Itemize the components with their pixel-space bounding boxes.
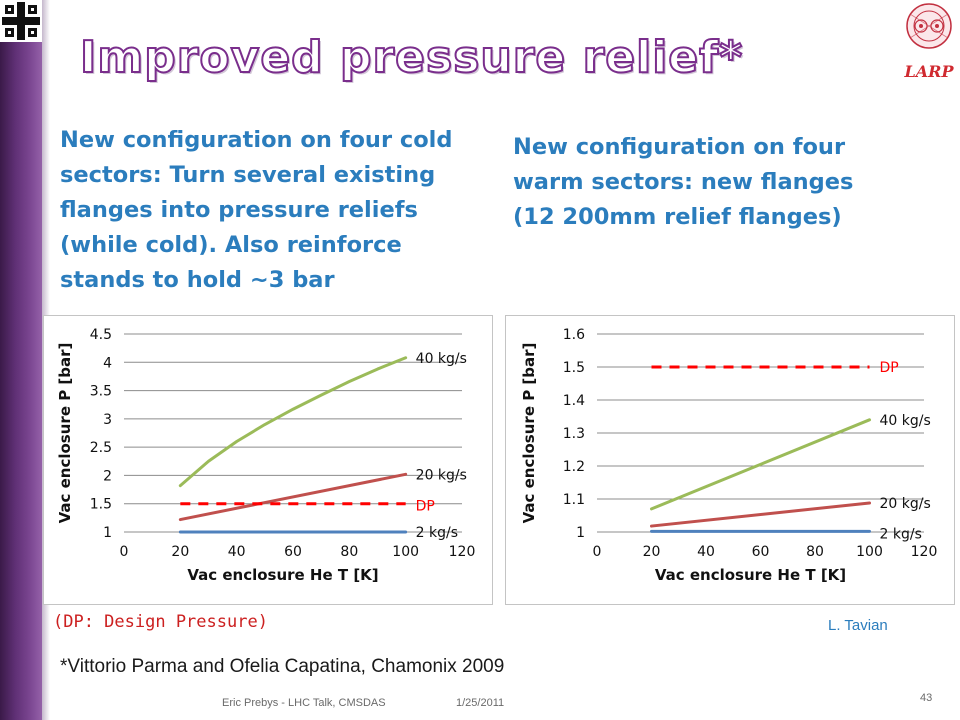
x-tick-label: 60	[752, 544, 770, 560]
x-tick-label: 20	[171, 544, 189, 560]
series-label: 20 kg/s	[416, 467, 467, 483]
x-tick-label: 100	[856, 544, 883, 560]
x-tick-label: 20	[643, 544, 661, 560]
design-pressure-note: (DP: Design Pressure)	[53, 612, 268, 632]
y-tick-label: 1	[103, 525, 112, 541]
series-label: 20 kg/s	[880, 496, 931, 512]
series-line-40-kg-s	[178, 356, 408, 488]
series-label: DP	[880, 360, 899, 376]
x-tick-label: 40	[697, 544, 715, 560]
y-tick-label: 1.4	[563, 393, 585, 409]
chart-cold-sectors: 1 1.5 2 2.5 3 3.5 4 4.5 0 20 40 60 80 100 120 Vac enclo…	[43, 315, 493, 605]
y-tick-label: 1.5	[563, 360, 585, 376]
y-tick-label: 1.2	[563, 459, 585, 475]
author-credit: L. Tavian	[828, 617, 888, 634]
citation: *Vittorio Parma and Ofelia Capatina, Cha…	[60, 656, 505, 677]
x-tick-label: 40	[228, 544, 246, 560]
y-axis-title: Vac enclosure P [bar]	[56, 343, 74, 524]
x-tick-label: 0	[593, 544, 602, 560]
larp-logo-label: LARP	[904, 62, 955, 81]
series-label: 40 kg/s	[416, 351, 467, 367]
x-axis-title: Vac enclosure He T [K]	[187, 566, 378, 584]
y-tick-label: 3.5	[90, 384, 112, 400]
series-line-40-kg-s	[650, 418, 871, 511]
chart-cold-sectors-svg: 1 1.5 2 2.5 3 3.5 4 4.5 0 20 40 60 80 100 120 Vac enclo…	[56, 327, 476, 584]
series-label: 2 kg/s	[880, 526, 922, 542]
y-tick-label: 2.5	[90, 440, 112, 456]
y-tick-label: 1.3	[563, 426, 585, 442]
warm-sectors-text: New configuration on four warm sectors: …	[513, 134, 854, 230]
footer-presenter: Eric Prebys - LHC Talk, CMSDAS	[222, 697, 386, 709]
page-number: 43	[920, 692, 933, 704]
chart-warm-sectors: 1 1.1 1.2 1.3 1.4 1.5 1.6 0 20 40 60 80 100 120 Vac en…	[505, 315, 955, 605]
y-tick-label: 3	[103, 412, 112, 428]
x-tick-label: 120	[449, 544, 476, 560]
series-label: DP	[416, 499, 435, 515]
y-tick-label: 1.6	[563, 327, 585, 343]
y-tick-label: 1.1	[563, 492, 585, 508]
fermilab-logo	[0, 0, 42, 42]
x-tick-label: 60	[284, 544, 302, 560]
chart-warm-sectors-svg: 1 1.1 1.2 1.3 1.4 1.5 1.6 0 20 40 60 80 100 120 Vac en…	[520, 327, 938, 584]
footer-date: 1/25/2011	[456, 697, 505, 709]
x-tick-label: 80	[340, 544, 358, 560]
cold-sectors-text: New configuration on four cold sectors: …	[60, 127, 453, 293]
sidebar-band	[0, 0, 42, 720]
y-tick-label: 4.5	[90, 327, 112, 343]
y-axis-title: Vac enclosure P [bar]	[520, 343, 538, 524]
series-line-20-kg-s	[650, 501, 871, 528]
y-tick-label: 1.5	[90, 497, 112, 513]
x-tick-label: 80	[806, 544, 824, 560]
series-line-20-kg-s	[178, 472, 408, 522]
slide-title: Improved pressure relief*	[79, 31, 744, 84]
series-label: 40 kg/s	[880, 413, 931, 429]
x-tick-label: 0	[120, 544, 129, 560]
series-label: 2 kg/s	[416, 525, 458, 541]
x-tick-label: 100	[392, 544, 419, 560]
x-axis-title: Vac enclosure He T [K]	[655, 566, 846, 584]
y-tick-label: 2	[103, 468, 112, 484]
y-tick-label: 4	[103, 355, 112, 371]
x-tick-label: 120	[911, 544, 938, 560]
y-tick-label: 1	[576, 525, 585, 541]
larp-logo: LARP	[898, 0, 960, 90]
